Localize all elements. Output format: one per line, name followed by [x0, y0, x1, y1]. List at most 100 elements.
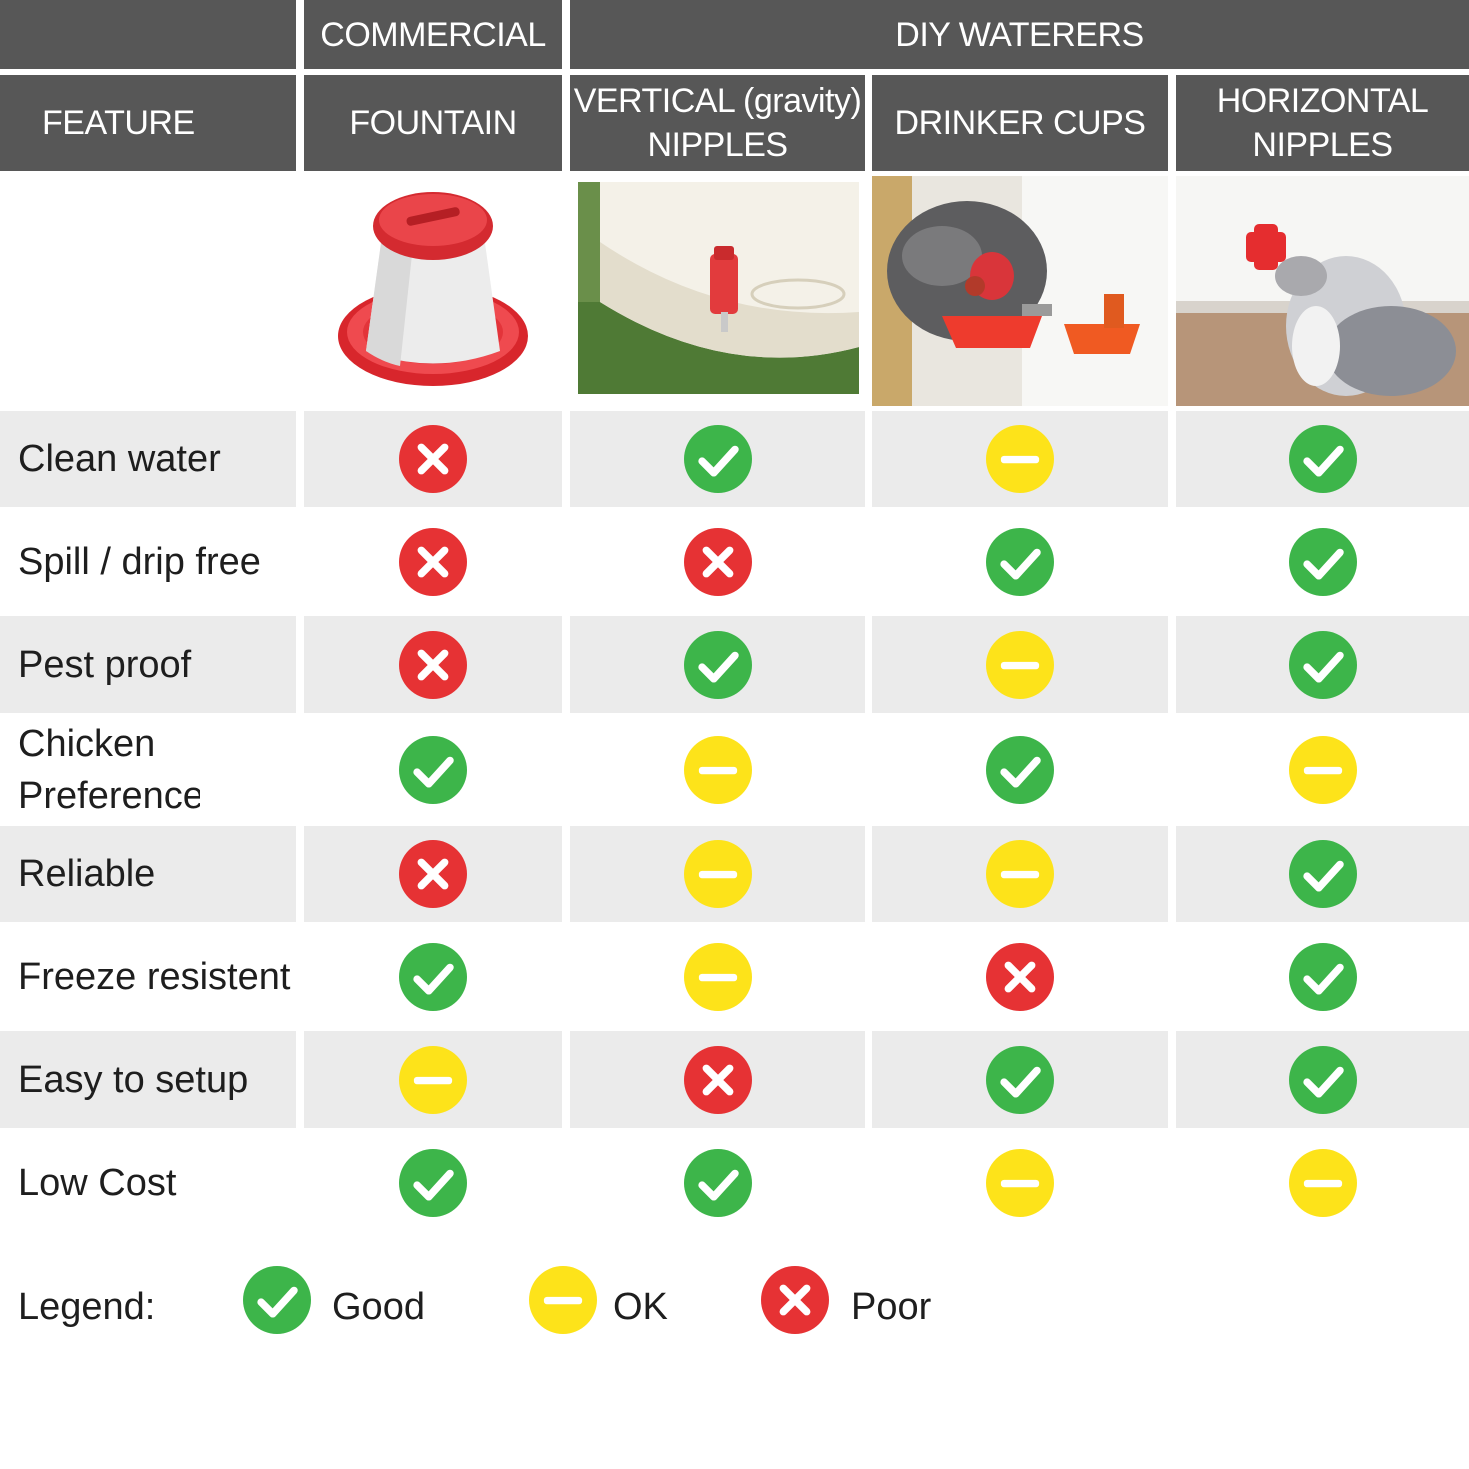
drinker-cups-image	[872, 176, 1168, 406]
column-header-line1: VERTICAL (gravity)	[573, 82, 862, 120]
rating-cell-vertical-nipples	[570, 826, 865, 922]
dash-circle-icon	[399, 1045, 467, 1114]
legend-ok-icon	[529, 1266, 597, 1334]
rating-cell-vertical-nipples	[570, 1031, 865, 1128]
rating-cell-horizontal-nipples	[1176, 411, 1469, 507]
rating-cell-drinker-cups	[872, 1134, 1168, 1231]
dash-circle-icon	[683, 840, 752, 908]
group-diy-label: DIY WATERERS	[895, 15, 1144, 54]
rating-cell-drinker-cups	[872, 411, 1168, 507]
column-header-fountain: FOUNTAIN	[304, 75, 562, 171]
x-circle-icon	[399, 630, 467, 699]
rating-cell-drinker-cups	[872, 513, 1168, 610]
rating-cell-drinker-cups	[872, 616, 1168, 713]
legend-poor-label: Poor	[851, 1286, 932, 1328]
legend-title: Legend:	[18, 1286, 156, 1328]
rating-cell-horizontal-nipples	[1176, 1031, 1469, 1128]
rating-cell-drinker-cups	[872, 719, 1168, 820]
horizontal-nipple-image	[1176, 176, 1469, 406]
check-circle-icon	[1288, 527, 1357, 596]
check-circle-icon	[683, 1148, 752, 1217]
check-circle-icon	[399, 942, 467, 1011]
dash-circle-icon	[986, 630, 1054, 699]
x-circle-icon	[399, 527, 467, 596]
feature-column-header: FEATURE	[0, 75, 296, 171]
x-circle-icon	[986, 942, 1054, 1011]
column-header-line1: FOUNTAIN	[349, 104, 517, 142]
check-circle-icon	[683, 630, 752, 699]
rating-cell-horizontal-nipples	[1176, 826, 1469, 922]
rating-cell-vertical-nipples	[570, 928, 865, 1025]
group-commercial-label: COMMERCIAL	[320, 15, 546, 54]
rating-cell-drinker-cups	[872, 1031, 1168, 1128]
legend-poor-icon	[761, 1266, 829, 1334]
x-circle-icon	[683, 1045, 752, 1114]
check-circle-icon	[1288, 942, 1357, 1011]
dash-circle-icon	[986, 1148, 1054, 1217]
rating-cell-horizontal-nipples	[1176, 719, 1469, 820]
feature-cell-filler	[200, 719, 296, 820]
feature-label: Freeze resistent	[0, 928, 296, 1025]
dash-circle-icon	[683, 735, 752, 804]
dash-circle-icon	[683, 942, 752, 1011]
rating-cell-fountain	[304, 1134, 562, 1231]
x-circle-icon	[399, 425, 467, 493]
check-circle-icon	[986, 735, 1054, 804]
group-header-diy: DIY WATERERS	[570, 0, 1469, 69]
check-circle-icon	[683, 425, 752, 493]
column-header-line2: NIPPLES	[1252, 126, 1393, 164]
check-circle-icon	[399, 1148, 467, 1217]
column-header-drinker-cups: DRINKER CUPS	[872, 75, 1168, 171]
check-circle-icon	[986, 527, 1054, 596]
rating-cell-fountain	[304, 513, 562, 610]
rating-cell-vertical-nipples	[570, 411, 865, 507]
check-circle-icon	[1288, 840, 1357, 908]
rating-cell-fountain	[304, 928, 562, 1025]
dash-circle-icon	[986, 840, 1054, 908]
feature-header-label: FEATURE	[42, 104, 195, 142]
rating-cell-drinker-cups	[872, 928, 1168, 1025]
dash-circle-icon	[1288, 1148, 1357, 1217]
rating-cell-fountain	[304, 826, 562, 922]
rating-cell-fountain	[304, 616, 562, 713]
dash-circle-icon	[986, 425, 1054, 493]
check-circle-icon	[1288, 630, 1357, 699]
x-circle-icon	[399, 840, 467, 908]
rating-cell-vertical-nipples	[570, 719, 865, 820]
column-header-horizontal-nipples: HORIZONTAL NIPPLES	[1176, 75, 1469, 171]
feature-label: Easy to setup	[0, 1031, 296, 1128]
feature-label: Pest proof	[0, 616, 296, 713]
rating-cell-fountain	[304, 719, 562, 820]
feature-label: Reliable	[0, 826, 296, 922]
rating-cell-horizontal-nipples	[1176, 928, 1469, 1025]
x-circle-icon	[683, 527, 752, 596]
fountain-image	[304, 176, 562, 406]
dash-circle-icon	[1288, 735, 1357, 804]
check-circle-icon	[399, 735, 467, 804]
group-header-commercial: COMMERCIAL	[304, 0, 562, 69]
rating-cell-vertical-nipples	[570, 616, 865, 713]
legend-good-label: Good	[332, 1286, 425, 1328]
feature-label: Low Cost	[0, 1134, 296, 1231]
legend-ok-label: OK	[613, 1286, 668, 1328]
rating-cell-fountain	[304, 1031, 562, 1128]
check-circle-icon	[986, 1045, 1054, 1114]
feature-label: Spill / drip free	[0, 513, 296, 610]
check-circle-icon	[1288, 425, 1357, 493]
rating-cell-vertical-nipples	[570, 513, 865, 610]
rating-cell-drinker-cups	[872, 826, 1168, 922]
column-header-line1: HORIZONTAL	[1216, 82, 1429, 120]
feature-label: Clean water	[0, 411, 296, 507]
rating-cell-vertical-nipples	[570, 1134, 865, 1231]
column-header-vertical-nipples: VERTICAL (gravity) NIPPLES	[570, 75, 865, 171]
legend-good-icon	[243, 1266, 311, 1334]
rating-cell-horizontal-nipples	[1176, 616, 1469, 713]
vertical-nipple-image	[578, 182, 859, 394]
feature-label: Chicken Preference	[0, 719, 204, 820]
rating-cell-horizontal-nipples	[1176, 1134, 1469, 1231]
rating-cell-fountain	[304, 411, 562, 507]
column-header-line1: DRINKER CUPS	[894, 104, 1146, 142]
rating-cell-horizontal-nipples	[1176, 513, 1469, 610]
check-circle-icon	[1288, 1045, 1357, 1114]
header-corner	[0, 0, 296, 69]
